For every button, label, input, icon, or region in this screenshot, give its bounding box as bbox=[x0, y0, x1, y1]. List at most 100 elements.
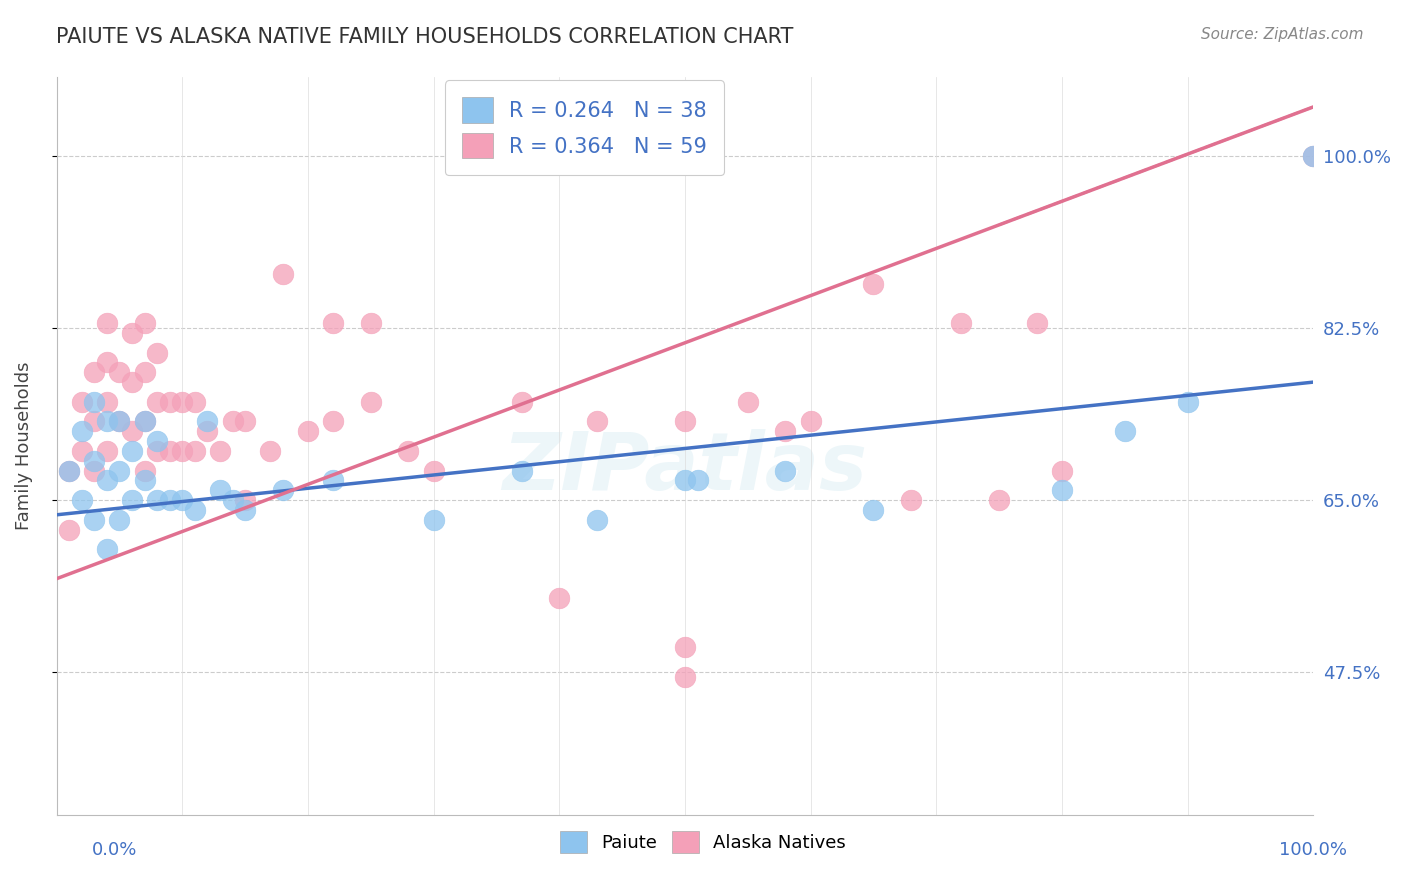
Point bbox=[950, 316, 973, 330]
Point bbox=[134, 414, 156, 428]
Point bbox=[862, 277, 884, 291]
Point bbox=[1114, 424, 1136, 438]
Point bbox=[398, 444, 420, 458]
Point bbox=[208, 483, 231, 498]
Point bbox=[159, 493, 181, 508]
Legend: R = 0.264   N = 38, R = 0.364   N = 59: R = 0.264 N = 38, R = 0.364 N = 59 bbox=[444, 80, 724, 175]
Point bbox=[673, 474, 696, 488]
Point bbox=[108, 513, 131, 527]
Point bbox=[900, 493, 922, 508]
Point bbox=[673, 670, 696, 684]
Point bbox=[184, 503, 207, 517]
Point bbox=[121, 424, 143, 438]
Point bbox=[510, 394, 533, 409]
Point bbox=[988, 493, 1011, 508]
Point bbox=[108, 464, 131, 478]
Point bbox=[172, 394, 194, 409]
Point bbox=[83, 513, 105, 527]
Point bbox=[83, 394, 105, 409]
Point bbox=[121, 326, 143, 340]
Point bbox=[800, 414, 823, 428]
Point bbox=[586, 414, 609, 428]
Point bbox=[184, 394, 207, 409]
Point bbox=[172, 444, 194, 458]
Point bbox=[70, 424, 93, 438]
Point bbox=[360, 316, 382, 330]
Point bbox=[146, 394, 169, 409]
Point bbox=[83, 365, 105, 379]
Point bbox=[121, 493, 143, 508]
Point bbox=[1025, 316, 1047, 330]
Point bbox=[1050, 464, 1073, 478]
Point bbox=[1050, 483, 1073, 498]
Point bbox=[862, 503, 884, 517]
Text: ZIPatlas: ZIPatlas bbox=[502, 429, 868, 508]
Point bbox=[134, 474, 156, 488]
Point bbox=[70, 493, 93, 508]
Point bbox=[233, 493, 256, 508]
Point bbox=[134, 365, 156, 379]
Y-axis label: Family Households: Family Households bbox=[15, 362, 32, 530]
Point bbox=[83, 464, 105, 478]
Point bbox=[548, 591, 571, 606]
Point bbox=[271, 483, 294, 498]
Point bbox=[58, 523, 80, 537]
Point bbox=[775, 464, 797, 478]
Point bbox=[83, 454, 105, 468]
Point bbox=[159, 444, 181, 458]
Point bbox=[586, 513, 609, 527]
Point bbox=[1177, 394, 1199, 409]
Point bbox=[121, 444, 143, 458]
Point bbox=[197, 414, 219, 428]
Point bbox=[108, 414, 131, 428]
Point bbox=[146, 444, 169, 458]
Text: PAIUTE VS ALASKA NATIVE FAMILY HOUSEHOLDS CORRELATION CHART: PAIUTE VS ALASKA NATIVE FAMILY HOUSEHOLD… bbox=[56, 27, 793, 46]
Point bbox=[70, 394, 93, 409]
Point bbox=[510, 464, 533, 478]
Point bbox=[96, 474, 118, 488]
Point bbox=[108, 414, 131, 428]
Point bbox=[58, 464, 80, 478]
Text: Source: ZipAtlas.com: Source: ZipAtlas.com bbox=[1201, 27, 1364, 42]
Point bbox=[58, 464, 80, 478]
Point bbox=[121, 375, 143, 389]
Point bbox=[221, 414, 243, 428]
Point bbox=[259, 444, 281, 458]
Point bbox=[775, 424, 797, 438]
Point bbox=[96, 355, 118, 369]
Point bbox=[221, 493, 243, 508]
Point bbox=[70, 444, 93, 458]
Point bbox=[737, 394, 759, 409]
Point bbox=[96, 444, 118, 458]
Point bbox=[83, 414, 105, 428]
Point bbox=[108, 365, 131, 379]
Point bbox=[233, 503, 256, 517]
Point bbox=[96, 414, 118, 428]
Point bbox=[322, 474, 344, 488]
Point bbox=[208, 444, 231, 458]
Point bbox=[422, 513, 444, 527]
Point bbox=[134, 414, 156, 428]
Point bbox=[146, 434, 169, 448]
Point bbox=[297, 424, 319, 438]
Point bbox=[1302, 149, 1324, 163]
Point bbox=[1302, 149, 1324, 163]
Legend: Paiute, Alaska Natives: Paiute, Alaska Natives bbox=[553, 824, 853, 861]
Point bbox=[96, 394, 118, 409]
Point bbox=[96, 542, 118, 557]
Point bbox=[134, 464, 156, 478]
Point bbox=[233, 414, 256, 428]
Point bbox=[271, 267, 294, 281]
Point bbox=[686, 474, 709, 488]
Point bbox=[322, 316, 344, 330]
Point bbox=[197, 424, 219, 438]
Point bbox=[134, 316, 156, 330]
Point bbox=[172, 493, 194, 508]
Point bbox=[673, 640, 696, 655]
Point bbox=[146, 493, 169, 508]
Point bbox=[360, 394, 382, 409]
Text: 100.0%: 100.0% bbox=[1279, 840, 1347, 858]
Point bbox=[322, 414, 344, 428]
Point bbox=[184, 444, 207, 458]
Point bbox=[146, 345, 169, 359]
